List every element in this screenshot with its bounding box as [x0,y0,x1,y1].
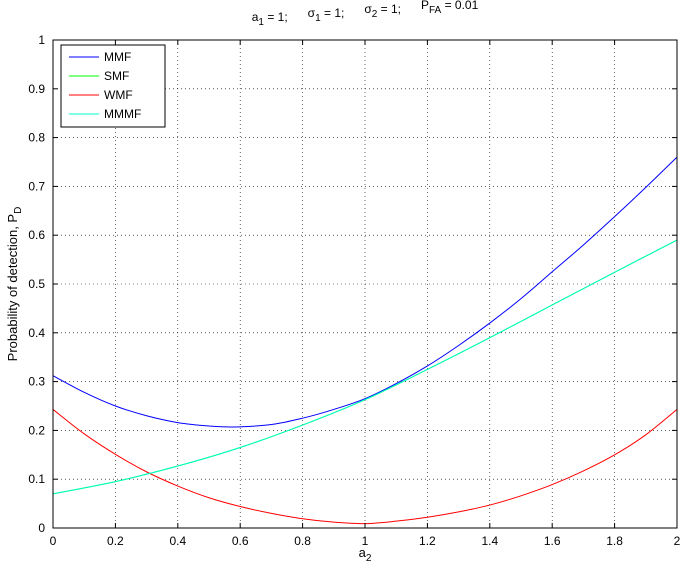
chart-title: a1 = 1; σ1 = 1; σ2 = 1; PFA = 0.01 [252,0,479,28]
x-tick-label: 0.6 [232,534,249,548]
title-part-sub: 1 [315,13,321,24]
y-axis-label: Probability of detection, PD [5,207,24,362]
title-part-sub: FA [429,5,442,16]
title-part-base: a [252,10,259,24]
title-part-sub: 2 [372,9,378,20]
x-tick-label: 1 [362,534,369,548]
y-tick-label: 0 [38,521,45,535]
x-tick-label: 2 [674,534,681,548]
title-part-sub: 1 [258,17,264,28]
x-tick-label: 1.8 [606,534,623,548]
y-tick-label: 0.7 [28,179,45,193]
y-tick-label: 0.4 [28,326,45,340]
legend-label-mmf: MMF [104,50,131,64]
title-part-value: = 1; [321,6,345,20]
series-line-mmmf [52,239,678,495]
legend-label-smf: SMF [104,69,129,83]
series-line-mmf [52,156,678,428]
legend-label-wmf: WMF [104,88,133,102]
x-axis-label: a2 [359,545,372,564]
title-part-base: σ [308,6,316,20]
x-tick-label: 0.2 [107,534,124,548]
x-tick-label: 0 [50,534,57,548]
y-tick-label: 1 [38,33,45,47]
y-tick-label: 0.1 [28,472,45,486]
y-tick-label: 0.6 [28,228,45,242]
axis-ticks: 0 0.2 0.4 0.6 0.8 1 1.2 1.4 1.6 1.8 2 0 0.1 0.2 0.3 0.4… [28,33,680,548]
y-tick-label: 0.3 [28,375,45,389]
legend-box [60,44,166,128]
grid [53,40,677,528]
legend: MMF SMF WMF MMMF [60,44,166,128]
title-part-value: = 1; [377,2,401,16]
x-tick-label: 1.6 [544,534,561,548]
y-tick-label: 0.2 [28,423,45,437]
x-tick-label: 0.4 [169,534,186,548]
legend-label-mmmf: MMMF [104,107,141,121]
x-tick-label: 0.8 [294,534,311,548]
y-tick-label: 0.5 [28,277,45,291]
y-tick-label: 0.8 [28,131,45,145]
x-tick-label: 1.2 [419,534,436,548]
title-part-value: = 1; [264,10,288,24]
title-part-base: P [421,0,429,12]
title-part-value: = 0.01 [441,0,478,12]
title-part-base: σ [364,2,372,16]
x-tick-label: 1.4 [481,534,498,548]
y-tick-label: 0.9 [28,82,45,96]
